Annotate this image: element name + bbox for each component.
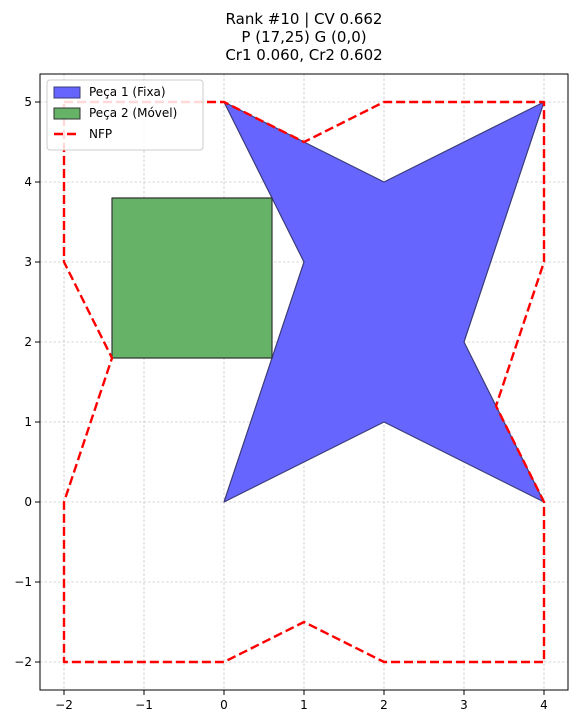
polygon-piece-2 xyxy=(111,197,273,359)
legend: Peça 1 (Fixa) Peça 2 (Móvel) NFP xyxy=(46,79,204,151)
x-tick-label: 2 xyxy=(380,698,388,712)
legend-swatch xyxy=(53,86,81,99)
title-line: Cr1 0.060, Cr2 0.602 xyxy=(225,46,382,64)
x-tick-label: 3 xyxy=(460,698,468,712)
title-line: P (17,25) G (0,0) xyxy=(241,28,366,46)
legend-swatch xyxy=(53,107,81,120)
y-tick-label: 2 xyxy=(24,335,32,349)
x-tick-label: 0 xyxy=(220,698,228,712)
y-tick-label: 1 xyxy=(24,415,32,429)
legend-label: Peça 1 (Fixa) xyxy=(89,85,166,99)
axis-ticks: −2 −1 0 1 2 3 4 −2 −1 0 1 2 3 4 5 xyxy=(14,95,548,712)
legend-label: NFP xyxy=(89,127,112,141)
y-tick-label: 5 xyxy=(24,95,32,109)
y-tick-label: 4 xyxy=(24,175,32,189)
legend-label: Peça 2 (Móvel) xyxy=(89,106,177,120)
y-tick-label: 3 xyxy=(24,255,32,269)
x-tick-label: 4 xyxy=(540,698,548,712)
legend-box xyxy=(46,79,204,151)
y-tick-label: −2 xyxy=(14,655,32,669)
x-tick-label: 1 xyxy=(300,698,308,712)
title-line: Rank #10 | CV 0.662 xyxy=(226,10,383,28)
series-layer xyxy=(62,100,546,664)
x-tick-label: −2 xyxy=(55,698,73,712)
nfp-line xyxy=(62,100,546,664)
polygon-piece-1 xyxy=(223,101,545,503)
y-tick-label: −1 xyxy=(14,575,32,589)
x-tick-label: −1 xyxy=(135,698,153,712)
y-tick-label: 0 xyxy=(24,495,32,509)
